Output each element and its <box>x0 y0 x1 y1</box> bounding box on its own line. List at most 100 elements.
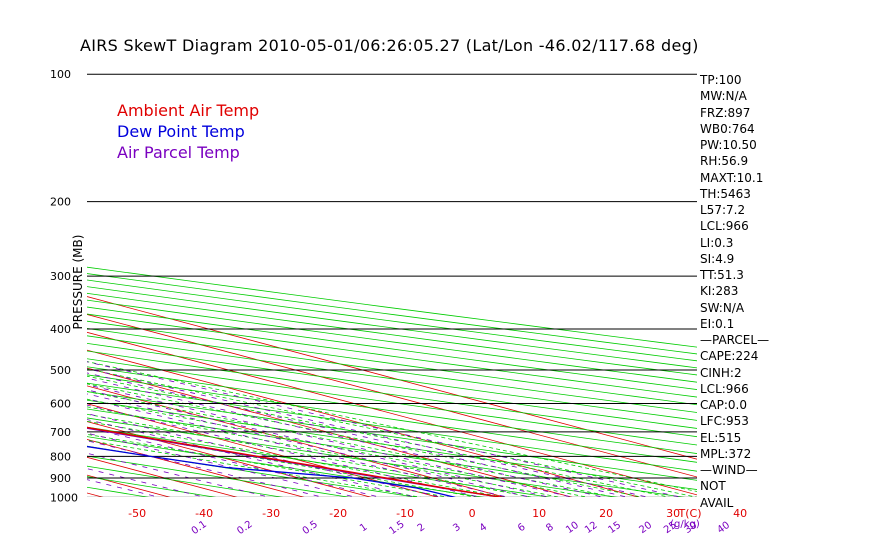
mixing-ratio-tick-label: 2 <box>416 522 428 535</box>
sounding-index-item: TP:100 <box>700 73 742 87</box>
dry-adiabat <box>87 366 697 454</box>
ambient-temp-line <box>87 426 503 497</box>
mixing-ratio-tick-label: 0.2 <box>235 519 254 537</box>
sounding-index-item: RH:56.9 <box>700 154 749 169</box>
isotherm <box>87 296 697 460</box>
sounding-index-item: CAP:0.0 <box>700 398 747 412</box>
pressure-tick-label: 300 <box>50 270 71 283</box>
mixing-ratio-tick-label: 20 <box>637 520 654 536</box>
dry-adiabat <box>87 350 697 438</box>
mixing-ratio-tick-label: 0.1 <box>190 519 209 537</box>
moist-adiabat <box>87 398 589 497</box>
sounding-index-item: KI:283 <box>700 284 739 299</box>
legend-entry: Ambient Air Temp <box>117 101 259 120</box>
dry-adiabat <box>87 328 697 413</box>
mixing-ratio-line <box>87 377 605 497</box>
dry-adiabat <box>87 320 697 406</box>
dry-adiabat <box>87 436 485 497</box>
sounding-index-item: LCL:966 <box>700 219 749 234</box>
isotherm <box>87 349 640 497</box>
moist-adiabat <box>87 413 533 497</box>
mixing-ratio-tick-label: 0.5 <box>301 519 320 537</box>
sounding-index-item: SI:4.9 <box>700 251 735 266</box>
dry-adiabat <box>87 426 552 497</box>
sounding-index-item: EL:515 <box>700 430 742 445</box>
pressure-tick-label: 400 <box>50 323 71 336</box>
bottom-temp-tick-label: 10 <box>532 507 546 520</box>
sounding-index-item: MAXT:10.1 <box>700 170 764 185</box>
mixing-ratio-unit: (g/kg) <box>670 519 700 530</box>
sounding-index-item: WB0:764 <box>700 121 755 136</box>
mixing-ratio-tick-label: 40 <box>715 520 732 536</box>
sounding-index-item: CINH:2 <box>700 365 742 380</box>
sounding-index-item: MW:N/A <box>700 89 747 104</box>
isotherm <box>87 314 697 478</box>
y-axis-label: PRESSURE (MB) <box>71 235 85 330</box>
bottom-temp-tick-label: 40 <box>733 507 747 520</box>
dry-adiabat <box>87 342 697 429</box>
mixing-ratio-tick-label: 8 <box>544 522 556 535</box>
dry-adiabat <box>87 335 697 421</box>
mixing-ratio-line <box>87 384 574 497</box>
dry-adiabat <box>87 465 284 497</box>
mixing-ratio-tick-label: 1 <box>358 522 370 535</box>
dry-adiabat <box>87 455 351 497</box>
sounding-index-item: AVAIL <box>700 495 734 510</box>
pressure-tick-label: 900 <box>50 472 71 485</box>
bottom-temp-tick-label: -10 <box>396 507 414 520</box>
dry-adiabat <box>87 382 697 472</box>
sounding-indices: TP:100 MW:N/A FRZ:897 WB0:764 PW:10.50 RH:56.… <box>700 72 769 511</box>
mixing-ratio-tick-label: 12 <box>583 520 600 536</box>
mixing-ratio-tick-label: 4 <box>478 522 490 535</box>
sounding-index-item: FRZ:897 <box>700 105 751 120</box>
dry-adiabat <box>87 445 418 497</box>
legend-entry: Air Parcel Temp <box>117 143 240 162</box>
dewpoint-line <box>87 445 456 497</box>
sounding-index-item: TT:51.3 <box>700 268 744 282</box>
mixing-ratio-line <box>87 468 206 497</box>
sounding-index-item: NOT <box>700 479 726 494</box>
sounding-index-item: LI:0.3 <box>700 235 734 250</box>
bottom-temp-unit: T(C) <box>678 507 702 520</box>
legend-entry: Dew Point Temp <box>117 122 245 141</box>
mixing-ratio-line <box>87 398 509 497</box>
moist-adiabat <box>87 439 422 497</box>
moist-adiabat <box>87 368 697 497</box>
bottom-temp-tick-label: -30 <box>262 507 280 520</box>
mixing-ratio-tick-label: 3 <box>451 522 463 535</box>
mixing-ratio-tick-label: 15 <box>606 520 623 536</box>
pressure-tick-label: 700 <box>50 426 71 439</box>
sounding-index-item: —WIND— <box>700 463 758 477</box>
dry-adiabat <box>87 417 619 497</box>
isotherm <box>87 403 439 497</box>
sounding-index-item: MPL:372 <box>700 446 752 461</box>
sounding-index-item: CAPE:224 <box>700 349 759 364</box>
mixing-ratio-line <box>87 479 160 497</box>
sounding-index-item: EI:0.1 <box>700 316 735 331</box>
moist-adiabat <box>87 361 697 492</box>
mixing-ratio-tick-label: 1.5 <box>387 519 406 537</box>
pressure-tick-label: 600 <box>50 398 71 411</box>
sounding-index-item: SW:N/A <box>700 300 745 315</box>
dry-adiabat <box>87 374 697 463</box>
isotherm <box>0 74 70 506</box>
mixing-ratio-line <box>87 368 649 497</box>
pressure-tick-label: 1000 <box>50 491 78 504</box>
mixing-ratio-line <box>87 404 481 497</box>
dry-adiabat <box>87 391 697 481</box>
mixing-ratio-line <box>87 372 629 497</box>
moist-adiabat <box>87 406 561 497</box>
pressure-tick-label: 100 <box>50 68 71 81</box>
chart-title: AIRS SkewT Diagram 2010-05-01/06:26:05.2… <box>80 36 699 55</box>
moist-adiabat <box>87 391 616 497</box>
bottom-temp-tick-label: -40 <box>195 507 213 520</box>
sounding-index-item: LCL:966 <box>700 381 749 396</box>
mixing-ratio-line <box>87 389 550 497</box>
pressure-tick-label: 800 <box>50 450 71 463</box>
sounding-index-item: L57:7.2 <box>700 203 746 217</box>
mixing-ratio-tick-label: 6 <box>516 522 528 535</box>
isotherm <box>87 331 697 496</box>
dry-adiabat <box>87 358 697 446</box>
bottom-temp-tick-label: 30 <box>666 507 680 520</box>
